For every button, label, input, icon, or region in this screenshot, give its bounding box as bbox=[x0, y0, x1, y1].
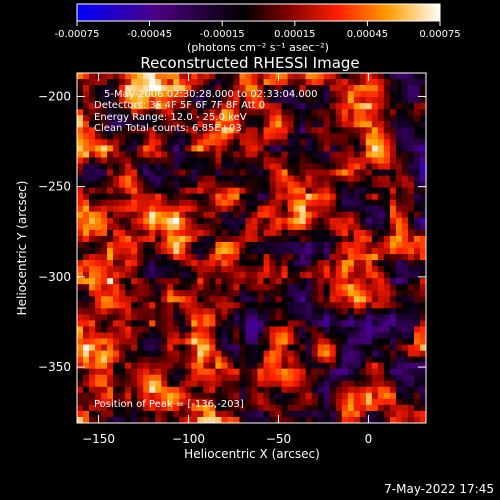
plot-frame bbox=[76, 72, 427, 424]
colorbar-tick-label: -0.00075 bbox=[55, 29, 100, 40]
annotation-clean-counts: Clean Total counts: 6.85E+03 bbox=[94, 123, 242, 134]
y-tick-label: −350 bbox=[38, 360, 71, 374]
peak-position-label: Position of Peak = [-136,-203] bbox=[94, 399, 244, 410]
x-axis-label: Heliocentric X (arcsec) bbox=[184, 447, 320, 461]
colorbar-tick-labels: -0.00075 -0.00045 -0.00015 0.00015 0.00045 0.… bbox=[55, 29, 461, 40]
colorbar-tick-label: 0.00045 bbox=[347, 29, 388, 40]
x-axis-ticks bbox=[98, 73, 369, 423]
annotation-time-range: 5-May-2006 02:30:28.000 to 02:33:04.000 bbox=[104, 89, 317, 100]
colorbar-tick-label: 0.00015 bbox=[274, 29, 315, 40]
annotation-energy-range: Energy Range: 12.0 - 25.0 keV bbox=[94, 112, 247, 123]
x-tick-label: −50 bbox=[266, 432, 291, 446]
heatmap-image bbox=[77, 73, 426, 423]
colorbar-units-label: (photons cm⁻² s⁻¹ asec⁻²) bbox=[187, 41, 329, 54]
x-tick-label: −100 bbox=[172, 432, 205, 446]
y-tick-label: −300 bbox=[38, 270, 71, 284]
annotation-detectors: Detectors: 3F 4F 5F 6F 7F 8F Att 0 bbox=[94, 100, 265, 111]
footer-timestamp: 7-May-2022 17:45 bbox=[384, 482, 494, 496]
y-tick-label: −250 bbox=[38, 180, 71, 194]
y-axis-tick-labels: −200 −250 −300 −350 bbox=[38, 89, 71, 374]
x-axis-tick-labels: −150 −100 −50 0 bbox=[82, 432, 372, 446]
colorbar bbox=[76, 3, 441, 22]
annotations: 5-May-2006 02:30:28.000 to 02:33:04.000 … bbox=[94, 89, 317, 410]
x-tick-label: 0 bbox=[365, 432, 373, 446]
colorbar-tick-label: -0.00015 bbox=[200, 29, 245, 40]
y-tick-label: −200 bbox=[38, 89, 71, 103]
y-axis-label: Heliocentric Y (arcsec) bbox=[15, 181, 29, 316]
colorbar-ticks bbox=[76, 21, 441, 26]
colorbar-tick-label: -0.00045 bbox=[127, 29, 172, 40]
y-axis-ticks bbox=[77, 95, 426, 368]
x-tick-label: −150 bbox=[82, 432, 115, 446]
chart-title: Reconstructed RHESSI Image bbox=[140, 54, 359, 72]
colorbar-tick-label: 0.00075 bbox=[419, 29, 460, 40]
